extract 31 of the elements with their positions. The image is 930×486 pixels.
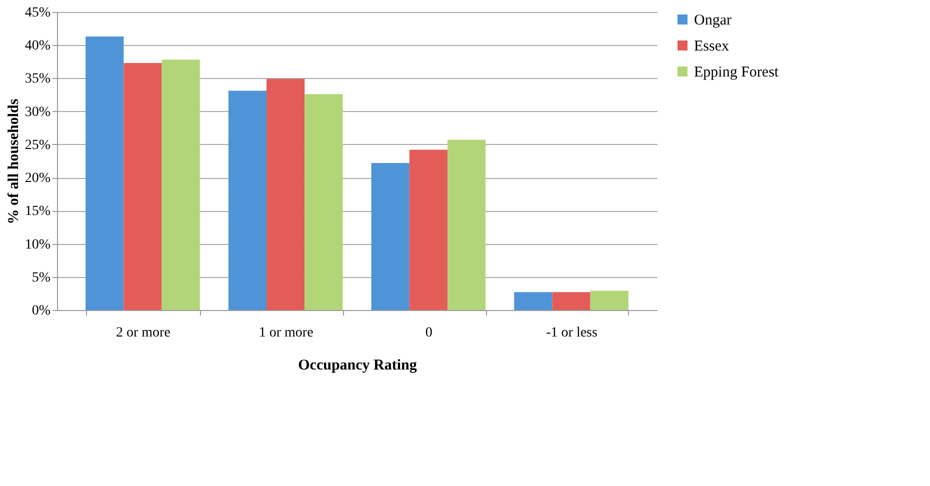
legend-label: Essex (694, 38, 730, 54)
legend-label: Ongar (694, 12, 732, 28)
y-tick-label: 45% (24, 6, 51, 20)
x-tick-label: 1 or more (258, 326, 314, 340)
y-tick-label: 5% (32, 270, 51, 286)
legend-label: Epping Forest (694, 64, 780, 80)
y-tick-label: 40% (24, 38, 51, 54)
bar (86, 36, 124, 310)
x-tick-label: 2 or more (116, 326, 170, 340)
y-tick-label: 30% (24, 104, 51, 120)
bar (590, 290, 628, 310)
y-tick-label: 35% (24, 72, 51, 87)
bar (371, 162, 410, 310)
x-tick-label: 0 (425, 326, 432, 340)
bar (447, 140, 486, 310)
bar (266, 78, 305, 310)
y-tick-label: 25% (24, 138, 51, 153)
y-tick-label: 0% (32, 304, 51, 318)
x-axis-title: Occupancy Rating (298, 358, 418, 374)
y-tick-label: 15% (24, 204, 51, 220)
bar (162, 60, 200, 310)
y-axis-title: % of all households (6, 98, 22, 224)
bar (552, 292, 590, 310)
bar (514, 292, 552, 310)
bar (124, 62, 162, 310)
bar (409, 150, 448, 310)
x-tick-label: -1 or less (546, 326, 598, 340)
bar (228, 90, 267, 310)
bar (304, 94, 343, 310)
y-tick-label: 20% (24, 171, 51, 186)
y-tick-label: 10% (24, 237, 51, 252)
